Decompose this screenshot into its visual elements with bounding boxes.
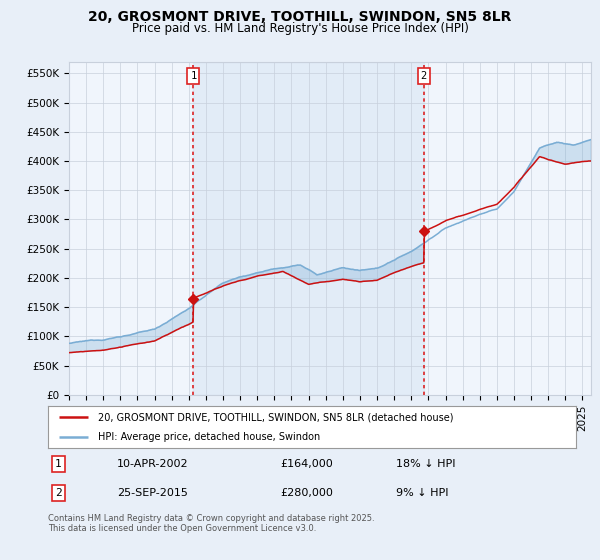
Text: 2: 2 xyxy=(421,71,427,81)
Text: 9% ↓ HPI: 9% ↓ HPI xyxy=(397,488,449,498)
Text: 2: 2 xyxy=(55,488,62,498)
Text: 18% ↓ HPI: 18% ↓ HPI xyxy=(397,459,456,469)
Text: Price paid vs. HM Land Registry's House Price Index (HPI): Price paid vs. HM Land Registry's House … xyxy=(131,22,469,35)
Text: 10-APR-2002: 10-APR-2002 xyxy=(116,459,188,469)
Text: HPI: Average price, detached house, Swindon: HPI: Average price, detached house, Swin… xyxy=(98,432,320,442)
Text: Contains HM Land Registry data © Crown copyright and database right 2025.
This d: Contains HM Land Registry data © Crown c… xyxy=(48,514,374,534)
Text: £164,000: £164,000 xyxy=(280,459,333,469)
Text: £280,000: £280,000 xyxy=(280,488,333,498)
Text: 20, GROSMONT DRIVE, TOOTHILL, SWINDON, SN5 8LR: 20, GROSMONT DRIVE, TOOTHILL, SWINDON, S… xyxy=(88,10,512,24)
Text: 1: 1 xyxy=(55,459,62,469)
Bar xyxy=(193,62,424,395)
Text: 25-SEP-2015: 25-SEP-2015 xyxy=(116,488,188,498)
Text: 20, GROSMONT DRIVE, TOOTHILL, SWINDON, SN5 8LR (detached house): 20, GROSMONT DRIVE, TOOTHILL, SWINDON, S… xyxy=(98,412,454,422)
Text: 1: 1 xyxy=(190,71,197,81)
